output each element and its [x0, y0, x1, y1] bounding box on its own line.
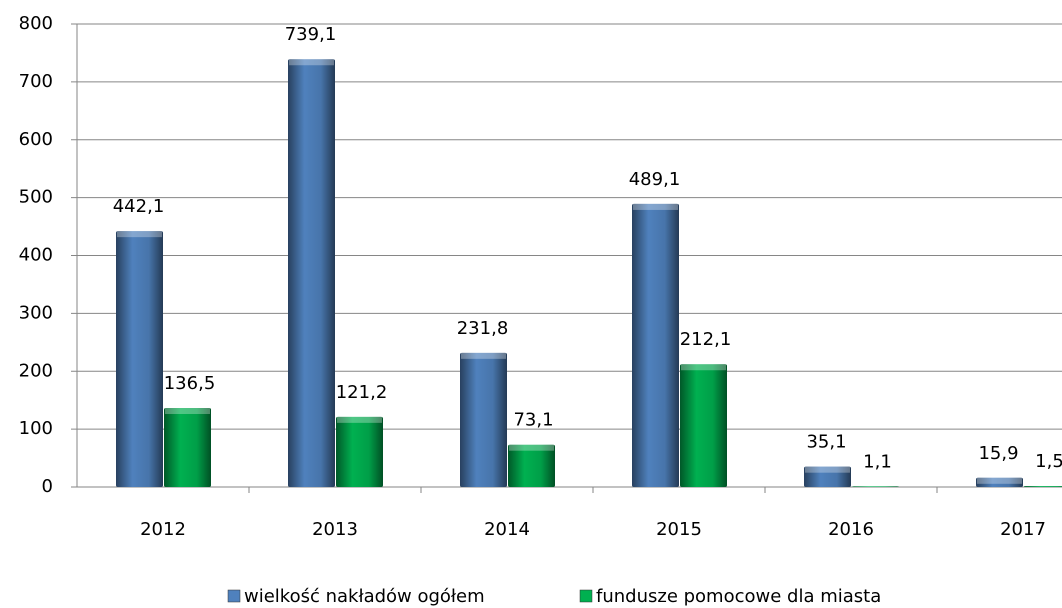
bar-cap: [289, 59, 334, 66]
bar: [508, 444, 555, 487]
data-label: 1,1: [863, 451, 892, 472]
bar-shade: [336, 416, 383, 487]
bar-shade: [164, 408, 211, 487]
y-tick-label: 800: [19, 13, 53, 34]
data-label: 231,8: [457, 318, 509, 339]
bar-shade: [680, 364, 727, 487]
legend-swatch: [227, 589, 241, 603]
bar-cap: [633, 203, 678, 210]
y-tick-label: 700: [19, 71, 53, 92]
bar: [680, 364, 727, 487]
bar: [852, 486, 899, 487]
y-tick-label: 600: [19, 129, 53, 150]
bar-cap: [117, 231, 162, 238]
y-tick-label: 200: [19, 360, 53, 381]
x-tick-label: 2016: [828, 519, 874, 540]
data-label: 136,5: [164, 373, 216, 394]
data-label: 442,1: [113, 196, 165, 217]
bar: [1024, 486, 1062, 487]
bar-cap: [681, 364, 726, 371]
data-label: 489,1: [629, 169, 681, 190]
bar-cap: [509, 444, 554, 451]
bar-cap: [165, 408, 210, 415]
legend-label: fundusze pomocowe dla miasta: [596, 586, 881, 607]
bar-shade: [460, 352, 507, 487]
data-label: 1,5: [1035, 451, 1062, 472]
data-label: 73,1: [513, 410, 553, 431]
bar: [460, 352, 507, 487]
x-tick-label: 2017: [1000, 519, 1046, 540]
y-tick-label: 300: [19, 302, 53, 323]
bar-cap: [461, 352, 506, 359]
y-tick-label: 100: [19, 418, 53, 439]
data-label: 739,1: [285, 24, 337, 45]
y-tick-label: 0: [42, 476, 53, 497]
bar: [164, 408, 211, 487]
y-tick-label: 400: [19, 245, 53, 266]
bar-shade: [116, 231, 163, 487]
bar-shade: [852, 486, 899, 487]
bar: [336, 416, 383, 487]
data-label: 121,2: [336, 382, 388, 403]
bar-cap: [805, 466, 850, 473]
bar-shade: [288, 59, 335, 487]
data-label: 212,1: [680, 329, 732, 350]
bar-shade: [804, 466, 851, 487]
x-tick-label: 2015: [656, 519, 702, 540]
y-tick-label: 500: [19, 187, 53, 208]
bar-cap: [337, 416, 382, 423]
x-tick-label: 2014: [484, 519, 530, 540]
bar-shade: [1024, 486, 1062, 487]
bar: [116, 231, 163, 487]
bar-cap: [977, 477, 1022, 484]
bar: [632, 203, 679, 487]
x-tick-label: 2013: [312, 519, 358, 540]
data-label: 15,9: [978, 443, 1018, 464]
bar: [288, 59, 335, 487]
legend-label: wielkość nakładów ogółem: [244, 586, 485, 607]
bar: [804, 466, 851, 487]
legend-swatch: [579, 589, 593, 603]
data-label: 35,1: [806, 432, 846, 453]
bar-shade: [976, 477, 1023, 487]
bar-shade: [508, 444, 555, 487]
bar: [976, 477, 1023, 487]
bar-shade: [632, 203, 679, 487]
x-tick-label: 2012: [140, 519, 186, 540]
